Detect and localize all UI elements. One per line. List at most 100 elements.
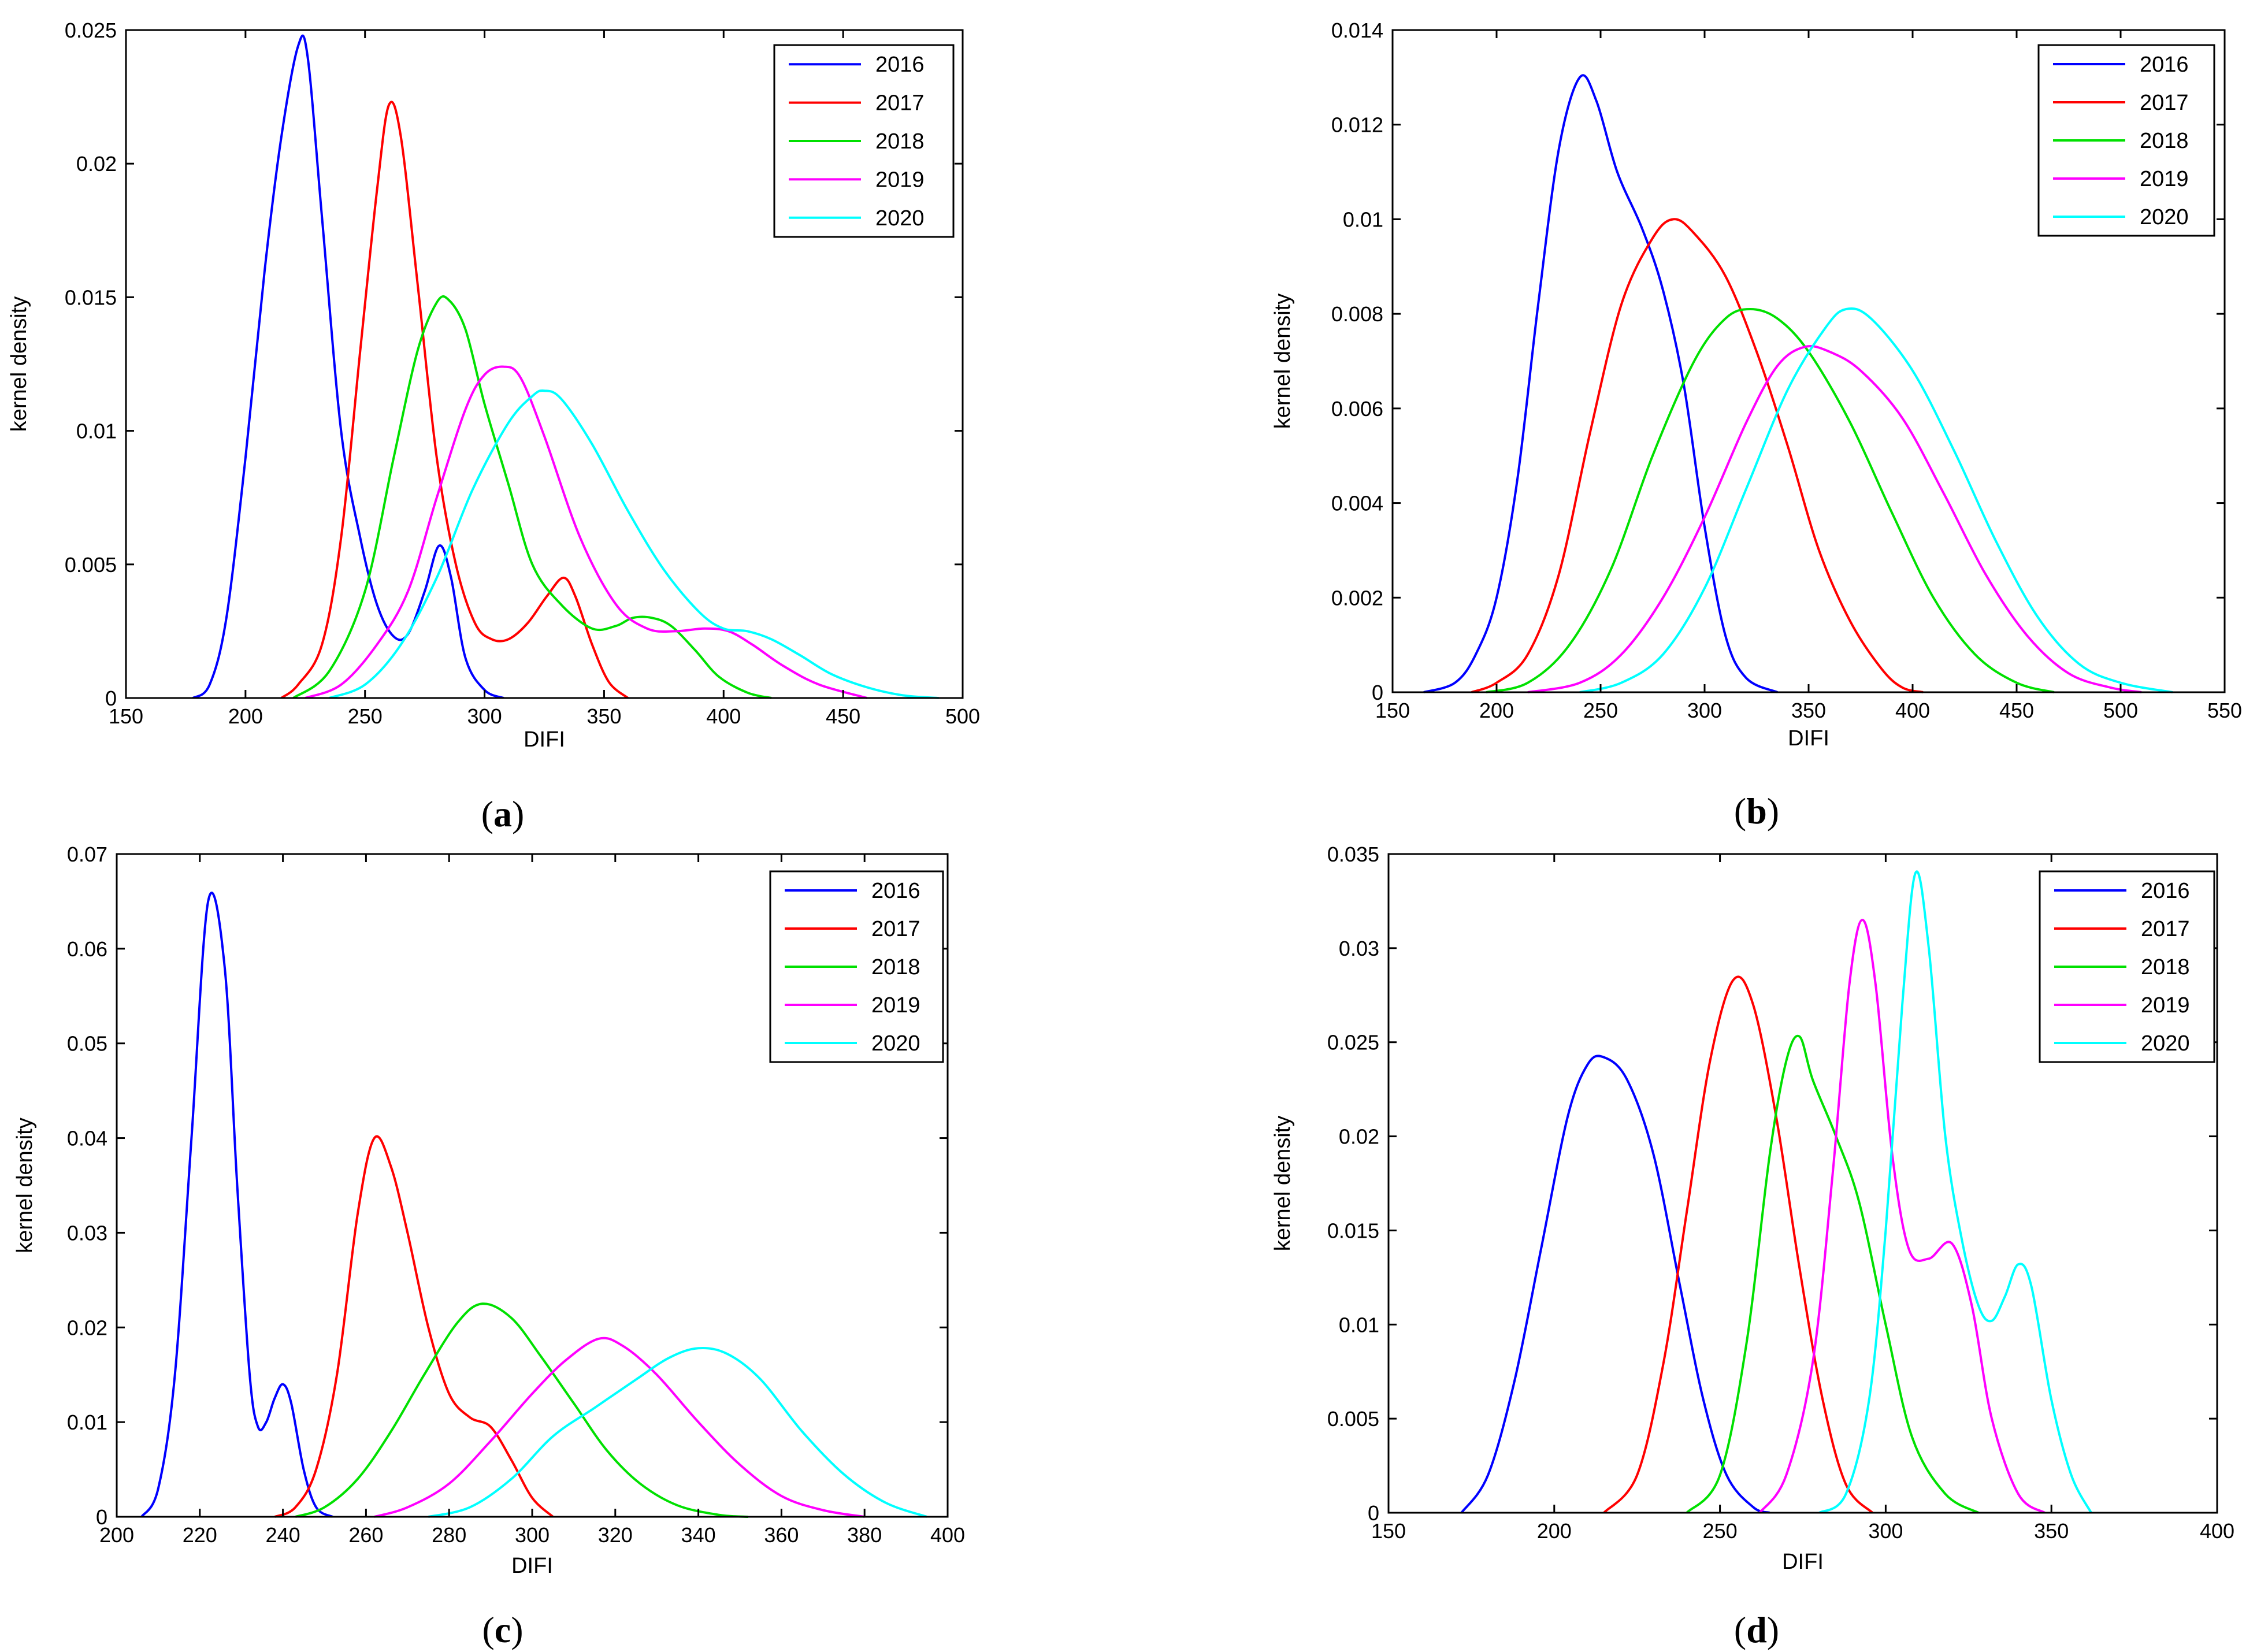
series-line-2020: [328, 389, 939, 699]
y-tick-label: 0.035: [1327, 842, 1379, 866]
y-axis-label: kernel density: [1271, 1116, 1295, 1251]
axes-frame: [125, 29, 964, 699]
series-line-2018: [295, 1302, 749, 1518]
legend-label-2017: 2017: [2141, 917, 2190, 941]
x-tick-label: 300: [467, 704, 502, 728]
x-tick-label: 200: [99, 1523, 134, 1547]
y-tick-label: 0.01: [1339, 1313, 1379, 1337]
series-line-2020: [428, 1347, 927, 1518]
y-tick-label: 0.014: [1331, 18, 1383, 42]
y-tick-label: 0.01: [1343, 207, 1383, 231]
y-tick-label: 0.005: [65, 553, 117, 577]
x-tick-label: 450: [826, 704, 860, 728]
series-line-2018: [1486, 308, 2055, 693]
x-tick-label: 250: [1583, 699, 1618, 722]
panel-caption: (b): [1734, 790, 1779, 831]
x-tick-label: 400: [1895, 699, 1930, 722]
legend: 2016 2017 2018 2019 2020: [2039, 870, 2215, 1063]
x-tick-label: 400: [930, 1523, 965, 1547]
series-line-2017: [1603, 975, 1873, 1514]
series-line-2019: [305, 365, 868, 699]
x-tick-label: 360: [764, 1523, 799, 1547]
x-tick-label: 150: [1371, 1519, 1406, 1543]
x-axis-label: DIFI: [1788, 726, 1829, 751]
x-tick-label: 500: [945, 704, 980, 728]
y-tick-label: 0.02: [76, 152, 117, 176]
x-tick-label: 400: [2200, 1519, 2234, 1543]
chart-panel-c: 200 220 240 260 280 300 320 340 360 380 400 0 0.01 0.…: [13, 842, 965, 1650]
series-line-2016: [192, 34, 504, 699]
x-tick-label: 550: [2207, 699, 2242, 722]
series-line-2018: [292, 295, 772, 699]
x-tick-label: 260: [348, 1523, 383, 1547]
x-tick-label: 500: [2103, 699, 2138, 722]
x-tick-label: 250: [348, 704, 383, 728]
y-tick-label: 0.002: [1331, 586, 1383, 610]
legend-label-2016: 2016: [2141, 879, 2190, 903]
legend-label-2019: 2019: [2140, 167, 2189, 191]
legend-label-2018: 2018: [875, 129, 925, 154]
series-line-2017: [274, 1135, 554, 1518]
x-axis-label: DIFI: [1782, 1550, 1824, 1574]
x-tick-label: 200: [1537, 1519, 1572, 1543]
series-line-2020: [1818, 870, 2092, 1514]
series-line-2020: [1579, 307, 2173, 693]
legend-label-2018: 2018: [871, 955, 920, 979]
series-line-2017: [280, 101, 629, 699]
y-tick-label: 0.03: [67, 1221, 107, 1245]
x-axis-label: DIFI: [524, 727, 565, 752]
x-tick-label: 240: [266, 1523, 300, 1547]
y-tick-label: 0: [105, 686, 117, 710]
y-tick-label: 0.01: [76, 420, 117, 443]
y-tick-label: 0.02: [67, 1316, 107, 1339]
x-tick-label: 250: [1703, 1519, 1738, 1543]
x-tick-label: 350: [2034, 1519, 2069, 1543]
x-tick-label: 200: [1479, 699, 1514, 722]
series-line-2019: [1527, 344, 2142, 693]
y-tick-label: 0.01: [67, 1410, 107, 1434]
chart-panel-a: 150 200 250 300 350 400 450 500 0 0.005 0.01 0.015 0…: [7, 18, 980, 834]
legend-label-2019: 2019: [875, 168, 925, 192]
legend: 2016 2017 2018 2019 2020: [773, 44, 955, 238]
legend-label-2016: 2016: [875, 53, 925, 77]
y-tick-label: 0.012: [1331, 113, 1383, 137]
legend-label-2020: 2020: [875, 206, 925, 231]
legend-label-2016: 2016: [2140, 53, 2189, 77]
y-tick-label: 0.03: [1339, 937, 1379, 960]
y-tick-label: 0.025: [1327, 1031, 1379, 1055]
y-tick-label: 0: [96, 1505, 107, 1529]
legend-label-2020: 2020: [2141, 1031, 2190, 1056]
series-line-2019: [374, 1337, 865, 1518]
chart-panel-d: 150 200 250 300 350 400 0 0.005 0.01 0.015 0.02 0.0…: [1271, 842, 2234, 1650]
series-line-2019: [1758, 919, 2046, 1514]
y-axis-label: kernel density: [7, 296, 31, 432]
y-tick-label: 0.07: [67, 842, 107, 866]
x-tick-label: 380: [847, 1523, 882, 1547]
x-tick-label: 320: [598, 1523, 633, 1547]
x-tick-label: 150: [109, 704, 143, 728]
y-tick-label: 0.006: [1331, 397, 1383, 421]
y-tick-label: 0.005: [1327, 1407, 1379, 1431]
y-tick-label: 0.02: [1339, 1125, 1379, 1149]
y-tick-label: 0.04: [67, 1127, 107, 1150]
series-line-2016: [1460, 1055, 1770, 1514]
y-tick-label: 0.008: [1331, 302, 1383, 326]
y-tick-label: 0: [1372, 681, 1383, 704]
series-line-2016: [140, 892, 333, 1518]
x-tick-label: 350: [1791, 699, 1826, 722]
x-tick-label: 350: [586, 704, 621, 728]
legend: 2016 2017 2018 2019 2020: [769, 870, 944, 1063]
legend-label-2016: 2016: [871, 879, 920, 903]
legend-label-2017: 2017: [2140, 91, 2189, 115]
x-tick-label: 200: [228, 704, 263, 728]
x-tick-label: 300: [1687, 699, 1722, 722]
x-tick-label: 450: [1999, 699, 2034, 722]
series-line-2018: [1686, 1034, 1979, 1514]
x-tick-label: 300: [1868, 1519, 1903, 1543]
legend-label-2017: 2017: [875, 91, 925, 116]
legend-label-2019: 2019: [2141, 993, 2190, 1018]
x-tick-label: 150: [1375, 699, 1410, 722]
x-tick-label: 400: [706, 704, 741, 728]
y-axis-label: kernel density: [1271, 294, 1295, 429]
